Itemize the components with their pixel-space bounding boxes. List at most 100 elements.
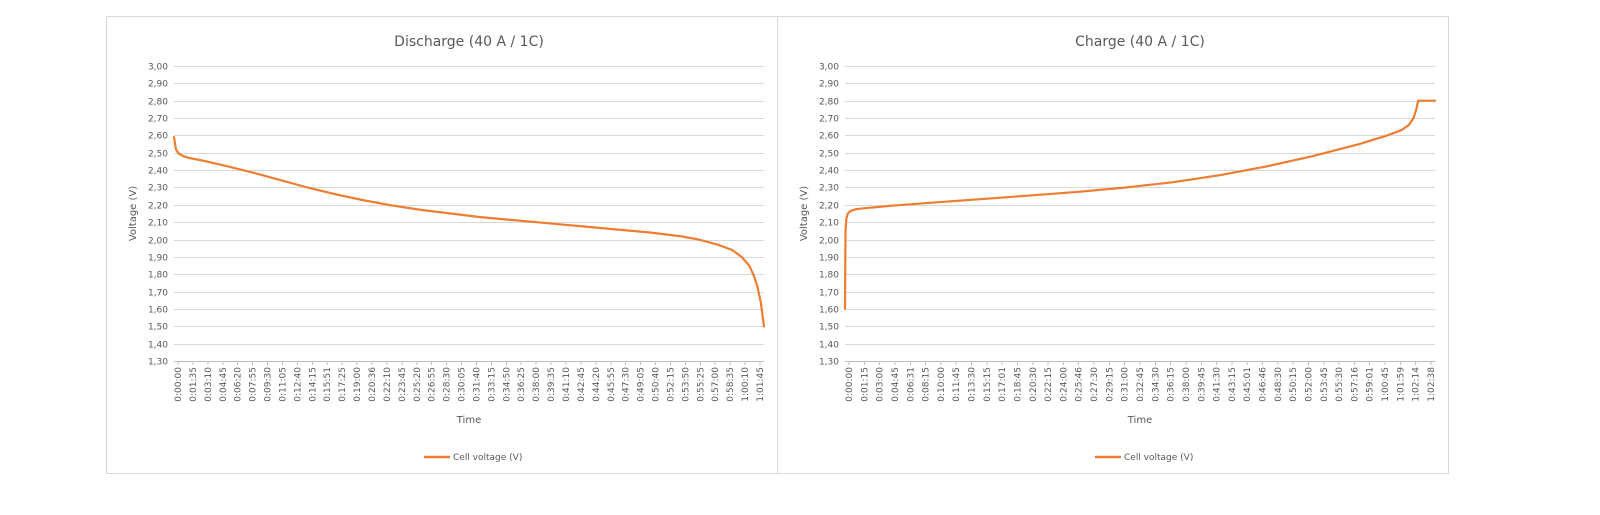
discharge-x-tick-label: 0:50:40 <box>652 367 662 402</box>
discharge-x-tick-label: 0:12:40 <box>293 367 303 402</box>
discharge-y-tick-label: 2,80 <box>148 98 168 108</box>
charge-x-tick-label: 0:08:15 <box>922 367 932 402</box>
discharge-x-tick-label: 0:06:20 <box>234 367 244 402</box>
discharge-x-tick-label: 0:20:36 <box>368 367 378 402</box>
discharge-x-tick-label: 0:42:45 <box>577 367 587 402</box>
charge-y-tick-label: 2,80 <box>819 98 839 108</box>
discharge-y-tick-label: 1,30 <box>148 358 168 368</box>
charge-x-tick-label: 1:01:59 <box>1396 367 1406 402</box>
charge-x-tick-label: 0:00:00 <box>845 367 855 402</box>
discharge-y-tick-label: 3,00 <box>148 63 168 73</box>
charge-y-tick-label: 2,50 <box>819 150 839 160</box>
discharge-x-tick-label: 0:01:35 <box>189 367 199 402</box>
discharge-x-tick-label: 0:41:10 <box>562 367 572 402</box>
discharge-y-tick-label: 1,40 <box>148 341 168 351</box>
charge-x-tick-label: 0:36:15 <box>1167 367 1177 402</box>
discharge-y-tick-label: 2,70 <box>148 115 168 125</box>
discharge-x-tick-label: 0:53:50 <box>681 367 691 402</box>
charge-y-tick-label: 2,30 <box>819 184 839 194</box>
discharge-x-tick-label: 0:14:15 <box>308 367 318 402</box>
discharge-x-tick-label: 0:07:55 <box>249 367 259 402</box>
discharge-x-tick-label: 0:22:10 <box>383 367 393 402</box>
discharge-x-tick-label: 0:28:30 <box>443 367 453 402</box>
charge-x-tick-label: 0:24:00 <box>1059 367 1069 402</box>
charge-series-line <box>843 99 1437 310</box>
charge-y-tick-label: 1,60 <box>819 306 839 316</box>
charge-legend-label: Cell voltage (V) <box>1124 453 1193 463</box>
charge-x-tick-label: 0:04:45 <box>891 367 901 402</box>
charge-x-tick-label: 0:22:15 <box>1044 367 1054 402</box>
charge-y-tick-label: 2,10 <box>819 219 839 229</box>
charge-x-tick-label: 0:18:45 <box>1013 367 1023 402</box>
discharge-y-tick-label: 2,40 <box>148 167 168 177</box>
discharge-x-tick-label: 0:47:30 <box>622 367 632 402</box>
discharge-x-tick-label: 0:44:20 <box>592 367 602 402</box>
charge-y-tick-label: 2,60 <box>819 132 839 142</box>
charge-x-tick-label: 0:39:45 <box>1197 367 1207 402</box>
charge-x-axis-label: Time <box>1127 415 1152 426</box>
charge-x-tick-label: 0:45:01 <box>1243 367 1253 402</box>
charge-x-tick-label: 0:27:30 <box>1090 367 1100 402</box>
charge-y-tick-label: 1,70 <box>819 289 839 299</box>
discharge-y-tick-label: 2,60 <box>148 132 168 142</box>
discharge-y-tick-label: 1,80 <box>148 271 168 281</box>
discharge-x-tick-label: 0:45:55 <box>607 367 617 402</box>
charge-x-tick-label: 0:57:16 <box>1350 367 1360 402</box>
discharge-x-tick-label: 0:23:45 <box>398 367 408 402</box>
charge-x-tick-label: 1:00:45 <box>1381 367 1391 402</box>
discharge-x-tick-label: 0:17:25 <box>338 367 348 402</box>
charge-chart: Charge (40 A / 1C) 1,30 1,40 1,50 1,60 1,70 1,… <box>799 34 1437 463</box>
charge-y-tick-label: 1,40 <box>819 341 839 351</box>
charge-x-tick-label: 1:02:38 <box>1427 367 1437 402</box>
charge-x-tick-label: 0:29:15 <box>1105 367 1115 402</box>
discharge-y-tick-label: 2,90 <box>148 80 168 90</box>
discharge-x-tick-label: 0:04:45 <box>219 367 229 402</box>
discharge-x-tick-label: 0:25:20 <box>413 367 423 402</box>
discharge-x-tick-label: 0:39:35 <box>547 367 557 402</box>
charge-x-tick-label: 0:20:30 <box>1029 367 1039 402</box>
charge-x-tick-label: 0:17:01 <box>998 367 1008 402</box>
charge-x-tick-label: 0:52:00 <box>1304 367 1314 402</box>
charge-x-tick-label: 1:02:14 <box>1412 367 1422 402</box>
discharge-x-tick-label: 0:26:55 <box>428 367 438 402</box>
discharge-x-tick-label: 0:09:30 <box>264 367 274 402</box>
discharge-x-tick-label: 0:34:50 <box>502 367 512 402</box>
discharge-x-tick-label: 0:30:05 <box>458 367 468 402</box>
charge-x-tick-label: 0:32:45 <box>1136 367 1146 402</box>
discharge-chart-title: Discharge (40 A / 1C) <box>394 34 544 50</box>
charge-x-tick-label: 0:46:46 <box>1259 367 1269 402</box>
discharge-y-tick-label: 2,00 <box>148 237 168 247</box>
discharge-x-tick-label: 0:58:35 <box>726 367 736 402</box>
discharge-x-tick-label: 0:33:15 <box>487 367 497 402</box>
discharge-x-tick-label: 0:15:51 <box>323 367 333 402</box>
discharge-x-tick-label: 0:00:00 <box>174 367 184 402</box>
charge-x-tick-label: 0:11:45 <box>952 367 962 402</box>
charge-x-tick-label: 0:01:15 <box>860 367 870 402</box>
charge-y-tick-label: 2,70 <box>819 115 839 125</box>
discharge-chart-panel: Discharge (40 A / 1C) 1,30 1,40 1,50 1,60 1,7… <box>106 16 778 474</box>
charge-x-tick-label: 0:34:30 <box>1151 367 1161 402</box>
discharge-x-tick-label: 0:38:00 <box>532 367 542 402</box>
charge-x-tick-label: 0:31:00 <box>1121 367 1131 402</box>
charge-x-tick-label: 0:41:30 <box>1213 367 1223 402</box>
charge-chart-title: Charge (40 A / 1C) <box>1075 34 1205 50</box>
discharge-y-tick-label: 2,10 <box>148 219 168 229</box>
charge-y-tick-label: 2,20 <box>819 202 839 212</box>
charge-x-tick-label: 0:59:01 <box>1366 367 1376 402</box>
discharge-x-tick-label: 0:31:40 <box>472 367 482 402</box>
discharge-y-tick-label: 1,90 <box>148 254 168 264</box>
discharge-x-tick-label: 1:00:10 <box>741 367 751 402</box>
discharge-x-tick-label: 1:01:45 <box>756 367 766 402</box>
charge-x-tick-label: 0:50:15 <box>1289 367 1299 402</box>
discharge-y-tick-label: 2,30 <box>148 184 168 194</box>
discharge-x-tick-label: 0:03:10 <box>204 367 214 402</box>
charge-y-axis-label: Voltage (V) <box>799 186 810 241</box>
discharge-x-tick-label: 0:19:00 <box>353 367 363 402</box>
charge-y-tick-label: 2,00 <box>819 237 839 247</box>
charge-x-tick-label: 0:48:30 <box>1274 367 1284 402</box>
charge-x-tick-label: 0:55:30 <box>1335 367 1345 402</box>
discharge-x-tick-label: 0:57:00 <box>711 367 721 402</box>
charge-y-tick-label: 2,90 <box>819 80 839 90</box>
discharge-y-tick-label: 2,20 <box>148 202 168 212</box>
charge-x-tick-label: 0:25:46 <box>1075 367 1085 402</box>
